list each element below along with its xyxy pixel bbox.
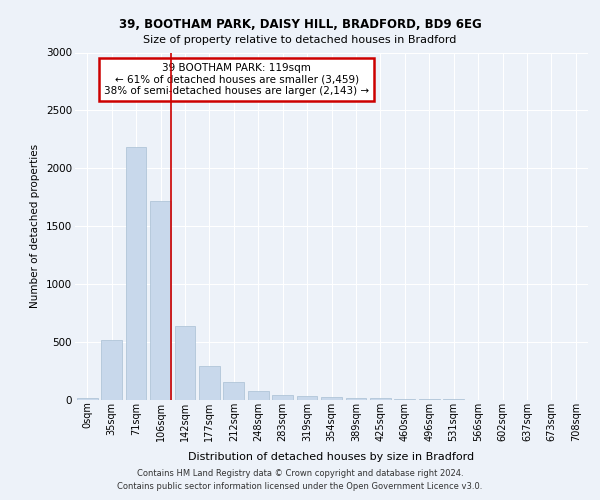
Bar: [223, 382, 244, 400]
Bar: [125, 148, 146, 400]
X-axis label: Distribution of detached houses by size in Bradford: Distribution of detached houses by size …: [188, 452, 475, 462]
Bar: [199, 366, 220, 400]
Bar: [248, 390, 269, 400]
Bar: [175, 326, 196, 400]
Bar: [321, 397, 342, 400]
Text: 39, BOOTHAM PARK, DAISY HILL, BRADFORD, BD9 6EG: 39, BOOTHAM PARK, DAISY HILL, BRADFORD, …: [119, 18, 481, 30]
Bar: [346, 398, 367, 400]
Bar: [394, 399, 415, 400]
Bar: [101, 340, 122, 400]
Bar: [296, 396, 317, 400]
Text: Contains HM Land Registry data © Crown copyright and database right 2024.
Contai: Contains HM Land Registry data © Crown c…: [118, 469, 482, 491]
Bar: [370, 398, 391, 400]
Bar: [150, 201, 171, 400]
Bar: [77, 398, 98, 400]
Text: 39 BOOTHAM PARK: 119sqm
← 61% of detached houses are smaller (3,459)
38% of semi: 39 BOOTHAM PARK: 119sqm ← 61% of detache…: [104, 63, 369, 96]
Bar: [272, 395, 293, 400]
Y-axis label: Number of detached properties: Number of detached properties: [31, 144, 40, 308]
Text: Size of property relative to detached houses in Bradford: Size of property relative to detached ho…: [143, 35, 457, 45]
